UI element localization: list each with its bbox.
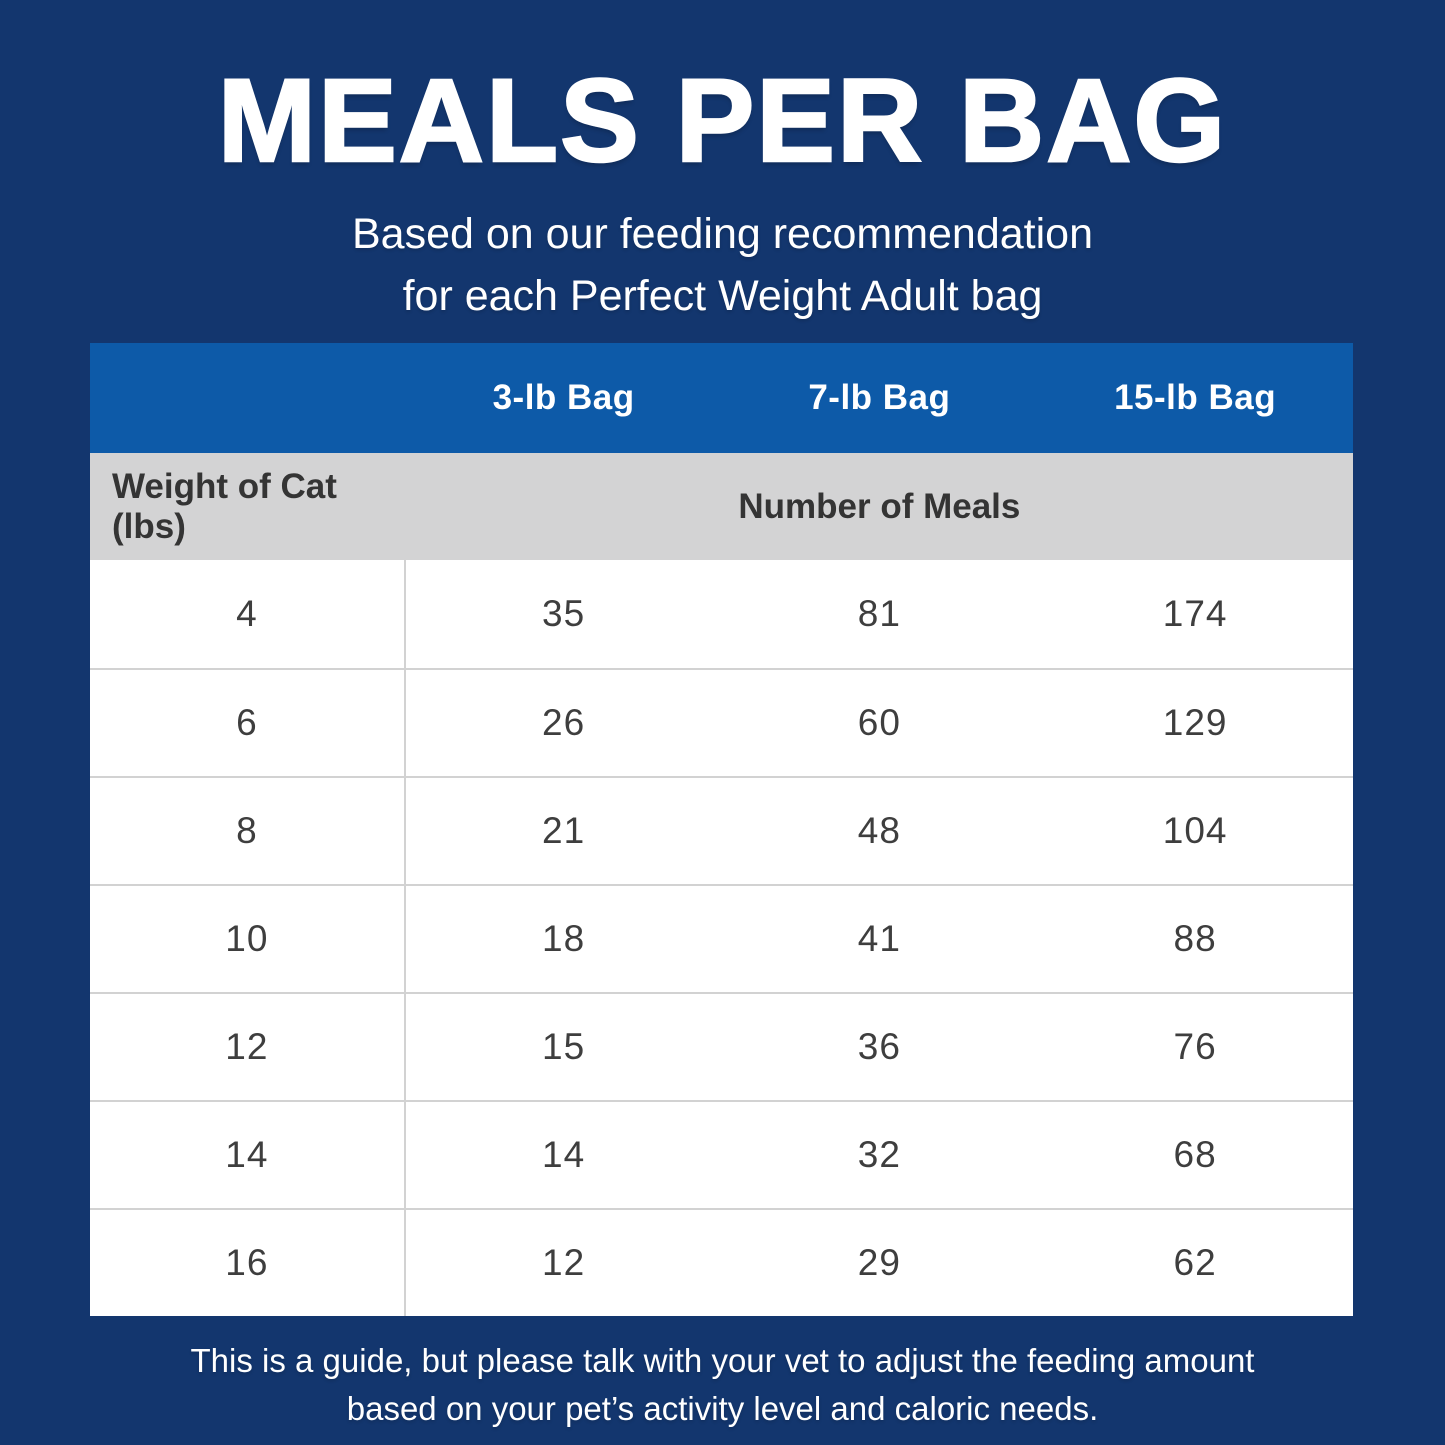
table-row: 12 15 36 76	[90, 992, 1353, 1100]
meals-cell-15lb: 62	[1173, 1242, 1217, 1283]
table-row: 16 12 29 62	[90, 1208, 1353, 1316]
meals-cell-7lb: 60	[857, 702, 901, 743]
table-row: 14 14 32 68	[90, 1100, 1353, 1208]
meals-cell-15lb: 88	[1173, 918, 1217, 959]
table-row: 6 26 60 129	[90, 668, 1353, 776]
subtitle-line-2: for each Perfect Weight Adult bag	[402, 272, 1043, 320]
meals-cell-15lb: 76	[1173, 1026, 1217, 1067]
header-cell-15lb-bag: 15-lb Bag	[1114, 378, 1277, 417]
meals-cell-15lb: 68	[1173, 1134, 1217, 1175]
subtitle-line-1: Based on our feeding recommendation	[351, 210, 1094, 258]
meals-cell-3lb: 18	[542, 918, 586, 959]
number-of-meals-header: Number of Meals	[738, 486, 1021, 526]
table-row: 4 35 81 174	[90, 560, 1353, 668]
weight-cell: 6	[90, 670, 406, 776]
footer-line-1: This is a guide, but please talk with yo…	[190, 1342, 1255, 1379]
meals-cell-3lb: 15	[542, 1026, 586, 1067]
header-cell-7lb-bag: 7-lb Bag	[808, 378, 951, 417]
meals-cell-3lb: 12	[542, 1242, 586, 1283]
meals-cell-3lb: 14	[542, 1134, 586, 1175]
footer-note: This is a guide, but please talk with yo…	[0, 1337, 1445, 1433]
weight-of-cat-header: Weight of Cat (lbs)	[112, 466, 337, 546]
meals-cell-7lb: 48	[857, 810, 901, 851]
header-cell-3lb-bag: 3-lb Bag	[492, 378, 635, 417]
weight-cell: 4	[90, 560, 406, 668]
meals-cell-15lb: 174	[1162, 593, 1228, 634]
table-row: 10 18 41 88	[90, 884, 1353, 992]
weight-cell: 16	[90, 1210, 406, 1316]
meals-cell-3lb: 26	[542, 702, 586, 743]
meals-per-bag-table: 3-lb Bag 7-lb Bag 15-lb Bag Weight of Ca…	[90, 343, 1353, 1316]
meals-cell-7lb: 29	[857, 1242, 901, 1283]
meals-cell-3lb: 21	[542, 810, 586, 851]
meals-cell-15lb: 104	[1162, 810, 1228, 851]
page-subtitle: Based on our feeding recommendation for …	[0, 203, 1445, 327]
meals-cell-7lb: 81	[857, 593, 901, 634]
weight-cell: 12	[90, 994, 406, 1100]
page-title: MEALS PER BAG	[217, 55, 1228, 187]
footer-line-2: based on your pet’s activity level and c…	[346, 1390, 1099, 1427]
weight-cell: 10	[90, 886, 406, 992]
bag-size-header-row: 3-lb Bag 7-lb Bag 15-lb Bag	[90, 343, 1353, 453]
meals-cell-7lb: 32	[857, 1134, 901, 1175]
meals-cell-3lb: 35	[542, 593, 586, 634]
weight-cell: 8	[90, 778, 406, 884]
meals-cell-15lb: 129	[1162, 702, 1228, 743]
meals-cell-7lb: 41	[857, 918, 901, 959]
weight-cell: 14	[90, 1102, 406, 1208]
meals-cell-7lb: 36	[857, 1026, 901, 1067]
table-row: 8 21 48 104	[90, 776, 1353, 884]
subheader-row: Weight of Cat (lbs) Number of Meals	[90, 453, 1353, 560]
